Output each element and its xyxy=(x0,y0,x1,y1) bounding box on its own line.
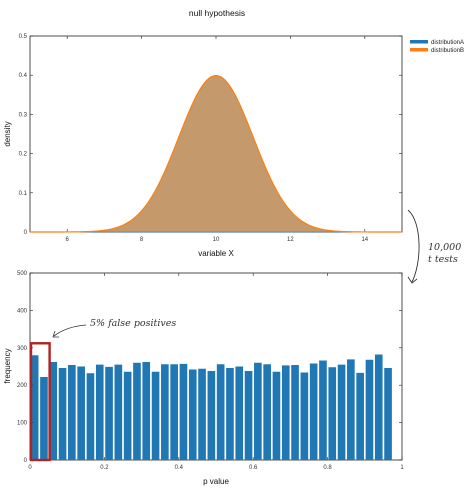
histogram-bar xyxy=(309,363,318,460)
histogram-bar xyxy=(384,368,392,460)
histogram-bar xyxy=(161,364,169,460)
histogram-x-tick-label: 0.4 xyxy=(175,465,184,471)
histogram-x-axis-label: p value xyxy=(203,477,229,486)
distributionA-area xyxy=(30,75,402,233)
histogram-y-tick-label: 500 xyxy=(17,271,28,277)
histogram-y-tick-label: 200 xyxy=(17,383,28,389)
density-panel: 6 8 10 12 14 0 0.1 0.2 0.3 0.4 0.5 variable X dens… xyxy=(3,34,403,258)
histogram-x-tick-label: 0.8 xyxy=(323,465,332,471)
histogram-bar xyxy=(77,366,85,460)
legend-label-distributionB: distributionB xyxy=(431,48,464,54)
histogram-bar xyxy=(319,360,327,460)
density-y-tick-label: 0.4 xyxy=(19,73,28,79)
histogram-bar xyxy=(365,359,374,460)
t-tests-annotation-line1: 10,000 xyxy=(428,242,461,253)
histogram-bar xyxy=(133,362,141,460)
histogram-bar xyxy=(86,373,95,460)
histogram-bar xyxy=(337,364,346,460)
density-x-axis-label: variable X xyxy=(198,249,234,258)
histogram-bar xyxy=(95,364,104,460)
histogram-bar xyxy=(272,371,281,460)
histogram-bar xyxy=(123,371,132,460)
histogram-bar xyxy=(151,371,160,460)
density-y-tick-label: 0.2 xyxy=(19,152,28,158)
histogram-bar xyxy=(49,362,58,460)
histogram-bar xyxy=(30,355,39,460)
histogram-bar xyxy=(281,365,290,460)
histogram-bar xyxy=(254,362,262,460)
histogram-x-tick-label: 0.6 xyxy=(249,465,258,471)
histogram-y-tick-label: 400 xyxy=(17,308,28,314)
histogram-bar xyxy=(374,354,383,460)
histogram-bar xyxy=(58,368,67,460)
distributionB-line xyxy=(30,75,402,233)
histogram-bar xyxy=(226,368,234,460)
histogram-axes: 0 0.2 0.4 0.6 0.8 1 0 100 200 300 400 500 xyxy=(17,271,404,471)
false-positive-annotation: 5% false positives xyxy=(90,318,176,329)
density-x-tick-label: 8 xyxy=(140,237,144,243)
histogram-bar xyxy=(300,372,309,460)
histogram-bar xyxy=(188,369,197,460)
histogram-bar xyxy=(328,367,337,460)
t-tests-annotation-line2: t tests xyxy=(428,254,458,265)
histogram-bar xyxy=(114,364,123,460)
histogram-y-tick-label: 300 xyxy=(17,346,28,352)
density-x-tick-label: 6 xyxy=(66,237,70,243)
histogram-y-tick-label: 100 xyxy=(17,421,28,427)
histogram-bar xyxy=(235,366,244,460)
histogram-bar xyxy=(198,368,206,460)
histogram-plot-frame xyxy=(29,272,403,461)
histogram-bar xyxy=(216,364,225,460)
density-x-tick-label: 14 xyxy=(361,237,368,243)
histogram-bar xyxy=(347,359,355,460)
histogram-x-tick-label: 0.2 xyxy=(100,465,109,471)
chart-title: null hypothesis xyxy=(189,8,245,18)
histogram-bar xyxy=(263,364,271,460)
histogram-y-tick-label: 0 xyxy=(24,458,28,464)
histogram-bar xyxy=(170,364,178,460)
histogram-bar xyxy=(68,365,76,460)
arrow-head-icon xyxy=(407,276,418,284)
t-tests-annotation: 10,000 t tests xyxy=(428,242,464,265)
histogram-bar xyxy=(291,365,299,460)
histogram-x-tick-label: 1 xyxy=(400,465,404,471)
legend: distributionA distributionB xyxy=(410,40,464,54)
annotation-arrow-head-icon xyxy=(52,330,59,338)
histogram-y-axis-label: frequency xyxy=(3,348,12,383)
false-positive-highlight-box xyxy=(29,342,51,462)
annotation-arrow-icon xyxy=(53,324,87,337)
legend-label-distributionA: distributionA xyxy=(431,40,464,46)
histogram-bar xyxy=(179,363,188,460)
histogram-bar xyxy=(40,376,48,460)
histogram-bar xyxy=(207,370,216,460)
density-y-axis-label: density xyxy=(3,121,12,146)
histogram-bar xyxy=(105,366,113,460)
histogram-panel: 0 0.2 0.4 0.6 0.8 1 0 100 200 300 400 500 5% false … xyxy=(3,271,404,486)
density-y-tick-label: 0 xyxy=(24,230,28,236)
density-x-tick-label: 12 xyxy=(287,237,294,243)
histogram-bar xyxy=(244,370,253,460)
curved-arrow-icon xyxy=(407,209,420,283)
density-x-tick-label: 10 xyxy=(213,237,220,243)
histogram-x-tick-label: 0 xyxy=(28,465,32,471)
histogram-bar xyxy=(356,372,364,460)
histogram-bar xyxy=(142,362,151,460)
legend-swatch-distributionA xyxy=(410,40,428,44)
histogram-bars xyxy=(30,354,392,460)
legend-swatch-distributionB xyxy=(410,48,428,52)
density-y-tick-label: 0.3 xyxy=(19,112,28,118)
density-y-tick-label: 0.5 xyxy=(19,34,28,40)
density-y-tick-label: 0.1 xyxy=(19,191,28,197)
